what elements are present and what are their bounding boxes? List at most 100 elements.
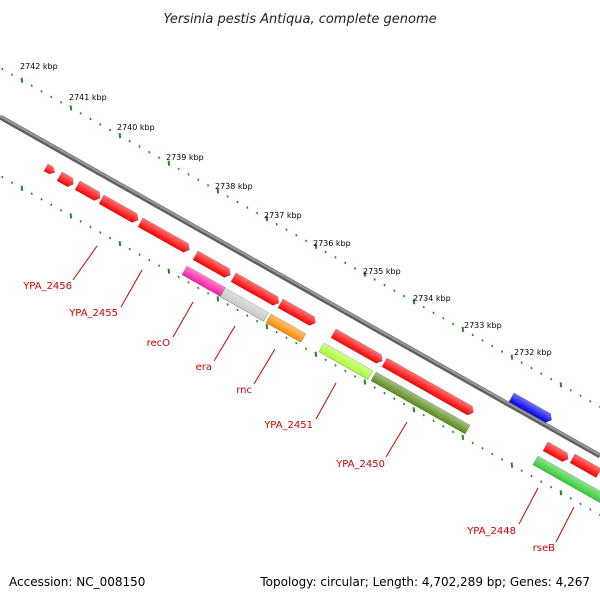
gene-ypa-2448[interactable] — [532, 455, 600, 505]
minor-tick — [128, 139, 131, 143]
minor-tick — [11, 181, 14, 184]
minor-tick — [256, 211, 259, 215]
gene-arrow[interactable] — [542, 441, 571, 464]
minor-tick — [60, 209, 63, 212]
major-tick — [265, 215, 269, 222]
gene-ypa-2455[interactable] — [137, 217, 192, 254]
minor-tick — [501, 350, 504, 353]
major-tick — [559, 490, 563, 496]
leader-line — [172, 301, 194, 338]
label-ypa-2450[interactable]: YPA_2450 — [335, 459, 385, 470]
minor-tick — [383, 391, 386, 395]
leader-line — [120, 269, 143, 308]
minor-tick — [452, 430, 455, 434]
minor-tick — [589, 508, 592, 511]
major-tick — [118, 240, 122, 247]
minor-tick — [305, 239, 308, 243]
minor-tick — [520, 469, 523, 472]
gene-ypa-2456[interactable] — [98, 194, 140, 224]
gene-arrow[interactable] — [192, 250, 233, 279]
label-ypa-2448[interactable]: YPA_2448 — [466, 526, 516, 537]
major-tick — [216, 188, 220, 194]
minor-tick — [344, 261, 347, 265]
minor-tick — [138, 145, 141, 148]
minor-tick — [569, 497, 572, 500]
minor-tick — [207, 184, 210, 187]
minor-tick — [246, 206, 249, 209]
gene-arrow[interactable] — [74, 180, 103, 203]
major-tick — [167, 268, 171, 274]
gene-era[interactable] — [219, 287, 269, 322]
gene-rnc[interactable] — [265, 313, 307, 343]
minor-tick — [501, 458, 504, 461]
gene-ypa-2451[interactable] — [318, 342, 374, 380]
minor-tick — [403, 402, 406, 406]
minor-tick — [256, 319, 259, 323]
minor-tick — [442, 317, 445, 320]
gene-arrow[interactable] — [508, 392, 554, 424]
gene-arrow[interactable] — [56, 171, 76, 189]
label-reco[interactable]: recO — [147, 338, 171, 349]
gene-arrow[interactable] — [43, 163, 57, 176]
major-tick — [510, 462, 514, 468]
minor-tick — [50, 95, 53, 99]
scale-label-2736: 2736 kbp — [313, 239, 351, 248]
scale-label-2739: 2739 kbp — [166, 153, 204, 162]
minor-tick — [530, 474, 533, 478]
gene-arrow[interactable] — [569, 453, 600, 478]
gene-ypa-2450[interactable] — [370, 371, 471, 435]
minor-tick — [128, 247, 131, 251]
minor-tick — [236, 308, 239, 312]
minor-tick — [422, 305, 425, 309]
major-tick — [363, 379, 367, 385]
gene-arrow[interactable] — [230, 272, 281, 307]
gene-arrow[interactable] — [330, 328, 385, 365]
major-tick — [20, 185, 24, 191]
major-tick — [363, 271, 367, 277]
scale-label-2734: 2734 kbp — [413, 294, 451, 303]
minor-tick — [295, 341, 298, 345]
minor-tick — [89, 225, 92, 229]
minor-tick — [275, 222, 278, 226]
minor-tick — [1, 67, 4, 71]
gene-features — [43, 163, 600, 505]
minor-tick — [373, 278, 376, 281]
major-tick — [265, 323, 269, 330]
topology-text: Topology: circular; Length: 4,702,289 bp… — [259, 575, 590, 589]
label-rseb[interactable]: rseB — [533, 543, 555, 554]
gene-arrow[interactable] — [381, 357, 476, 417]
minor-tick — [158, 156, 161, 159]
major-tick — [167, 160, 171, 166]
scale-ticks-outer — [1, 67, 600, 409]
minor-tick — [158, 264, 161, 267]
scale-labels: 2742 kbp 2741 kbp 2740 kbp 2739 kbp 2738… — [20, 62, 552, 357]
minor-tick — [207, 292, 210, 295]
minor-tick — [148, 258, 151, 262]
minor-tick — [89, 117, 92, 121]
minor-tick — [40, 198, 43, 201]
minor-tick — [579, 502, 582, 506]
minor-tick — [79, 220, 82, 223]
label-ypa-2451[interactable]: YPA_2451 — [263, 420, 313, 431]
major-tick — [461, 434, 465, 441]
label-rnc[interactable]: rnc — [236, 385, 252, 396]
major-tick — [461, 326, 465, 333]
scale-label-2738: 2738 kbp — [215, 182, 253, 191]
minor-tick — [471, 441, 474, 445]
minor-tick — [324, 358, 327, 362]
minor-tick — [109, 128, 112, 132]
minor-tick — [442, 425, 445, 428]
minor-tick — [187, 281, 190, 284]
gene-arrow[interactable] — [277, 298, 318, 327]
leader-line — [315, 382, 337, 420]
minor-tick — [354, 375, 357, 378]
minor-tick — [452, 322, 455, 326]
label-ypa-2456[interactable]: YPA_2456 — [22, 281, 72, 292]
label-ypa-2455[interactable]: YPA_2455 — [68, 308, 118, 319]
minor-tick — [422, 413, 425, 417]
label-era[interactable]: era — [196, 362, 212, 373]
minor-tick — [383, 283, 386, 287]
minor-tick — [344, 369, 347, 373]
major-tick — [314, 351, 318, 357]
scale-label-2735: 2735 kbp — [363, 267, 401, 276]
